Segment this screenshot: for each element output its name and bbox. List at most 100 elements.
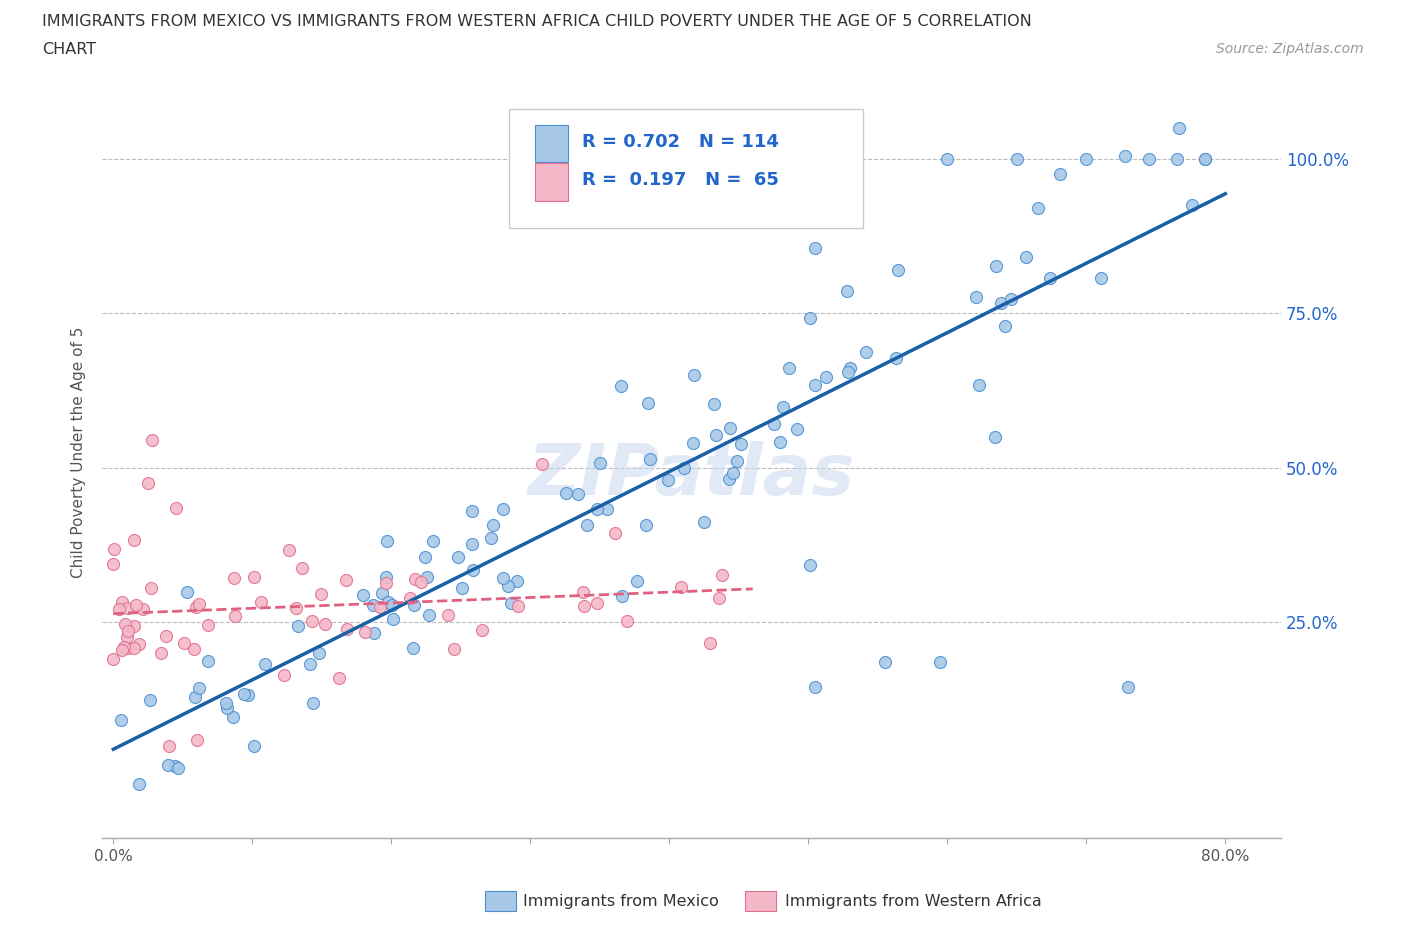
Point — [314, 617, 336, 631]
Text: R =  0.197   N =  65: R = 0.197 N = 65 — [582, 171, 779, 190]
Text: Immigrants from Western Africa: Immigrants from Western Africa — [785, 894, 1042, 909]
Point — [772, 400, 794, 415]
Point — [443, 642, 465, 657]
Point — [363, 625, 385, 640]
Point — [149, 645, 172, 660]
Point — [112, 639, 135, 654]
Point — [1137, 152, 1160, 166]
Point — [786, 421, 808, 436]
Point — [139, 693, 162, 708]
Text: Source: ZipAtlas.com: Source: ZipAtlas.com — [1216, 42, 1364, 56]
Point — [222, 571, 245, 586]
Point — [572, 585, 595, 600]
Point — [936, 152, 959, 166]
Point — [1090, 271, 1112, 286]
Point — [804, 680, 827, 695]
Point — [718, 420, 741, 435]
Point — [984, 259, 1007, 273]
Point — [730, 436, 752, 451]
Point — [799, 310, 821, 325]
Point — [682, 436, 704, 451]
Point — [375, 570, 398, 585]
Point — [837, 365, 859, 379]
Point — [309, 586, 332, 601]
Point — [804, 241, 827, 256]
Point — [125, 597, 148, 612]
Point — [596, 502, 619, 517]
Point — [139, 580, 162, 595]
Point — [725, 454, 748, 469]
Point — [278, 542, 301, 557]
Point — [188, 681, 211, 696]
Bar — [534, 125, 568, 162]
Point — [707, 591, 730, 605]
Point — [103, 557, 125, 572]
Point — [287, 618, 309, 633]
Point — [128, 777, 150, 791]
Point — [610, 379, 633, 393]
Point — [471, 622, 494, 637]
Point — [402, 598, 425, 613]
Point — [703, 396, 725, 411]
Point — [799, 558, 821, 573]
Point — [574, 598, 596, 613]
Point — [673, 460, 696, 475]
Point — [136, 476, 159, 491]
Point — [482, 517, 505, 532]
Point — [131, 602, 153, 617]
Point — [398, 591, 420, 605]
Point — [224, 608, 246, 623]
Point — [491, 501, 513, 516]
Point — [463, 563, 485, 578]
Point — [929, 655, 952, 670]
Point — [328, 671, 350, 685]
Point — [762, 417, 785, 432]
Point — [1166, 152, 1188, 166]
Point — [124, 618, 146, 633]
Text: IMMIGRANTS FROM MEXICO VS IMMIGRANTS FROM WESTERN AFRICA CHILD POVERTY UNDER THE: IMMIGRANTS FROM MEXICO VS IMMIGRANTS FRO… — [42, 14, 1032, 29]
Point — [298, 657, 321, 671]
Point — [368, 600, 391, 615]
Point — [710, 568, 733, 583]
Point — [122, 533, 145, 548]
Point — [461, 537, 484, 551]
Point — [1076, 152, 1098, 166]
Bar — [534, 164, 568, 201]
Point — [1116, 680, 1139, 695]
Point — [165, 500, 187, 515]
Point — [873, 655, 896, 670]
Text: CHART: CHART — [42, 42, 96, 57]
Point — [1167, 121, 1189, 136]
Point — [115, 600, 138, 615]
Point — [117, 640, 139, 655]
Point — [186, 599, 208, 614]
Point — [375, 576, 398, 591]
Point — [415, 550, 437, 565]
Point — [291, 561, 314, 576]
Point — [402, 641, 425, 656]
Point — [683, 368, 706, 383]
Point — [122, 641, 145, 656]
Point — [506, 598, 529, 613]
Point — [103, 541, 125, 556]
Point — [141, 432, 163, 447]
Point — [111, 643, 134, 658]
Point — [422, 534, 444, 549]
Point — [589, 456, 612, 471]
Point — [461, 503, 484, 518]
Point — [610, 589, 633, 604]
Point — [188, 597, 211, 612]
Point — [254, 657, 277, 671]
Point — [232, 686, 254, 701]
Point — [704, 427, 727, 442]
Point — [308, 645, 330, 660]
Point — [243, 569, 266, 584]
FancyBboxPatch shape — [509, 109, 862, 229]
Point — [361, 598, 384, 613]
Point — [336, 621, 359, 636]
Point — [1039, 271, 1062, 286]
Point — [779, 361, 801, 376]
Point — [479, 530, 502, 545]
Point — [115, 630, 138, 644]
Point — [837, 284, 859, 299]
